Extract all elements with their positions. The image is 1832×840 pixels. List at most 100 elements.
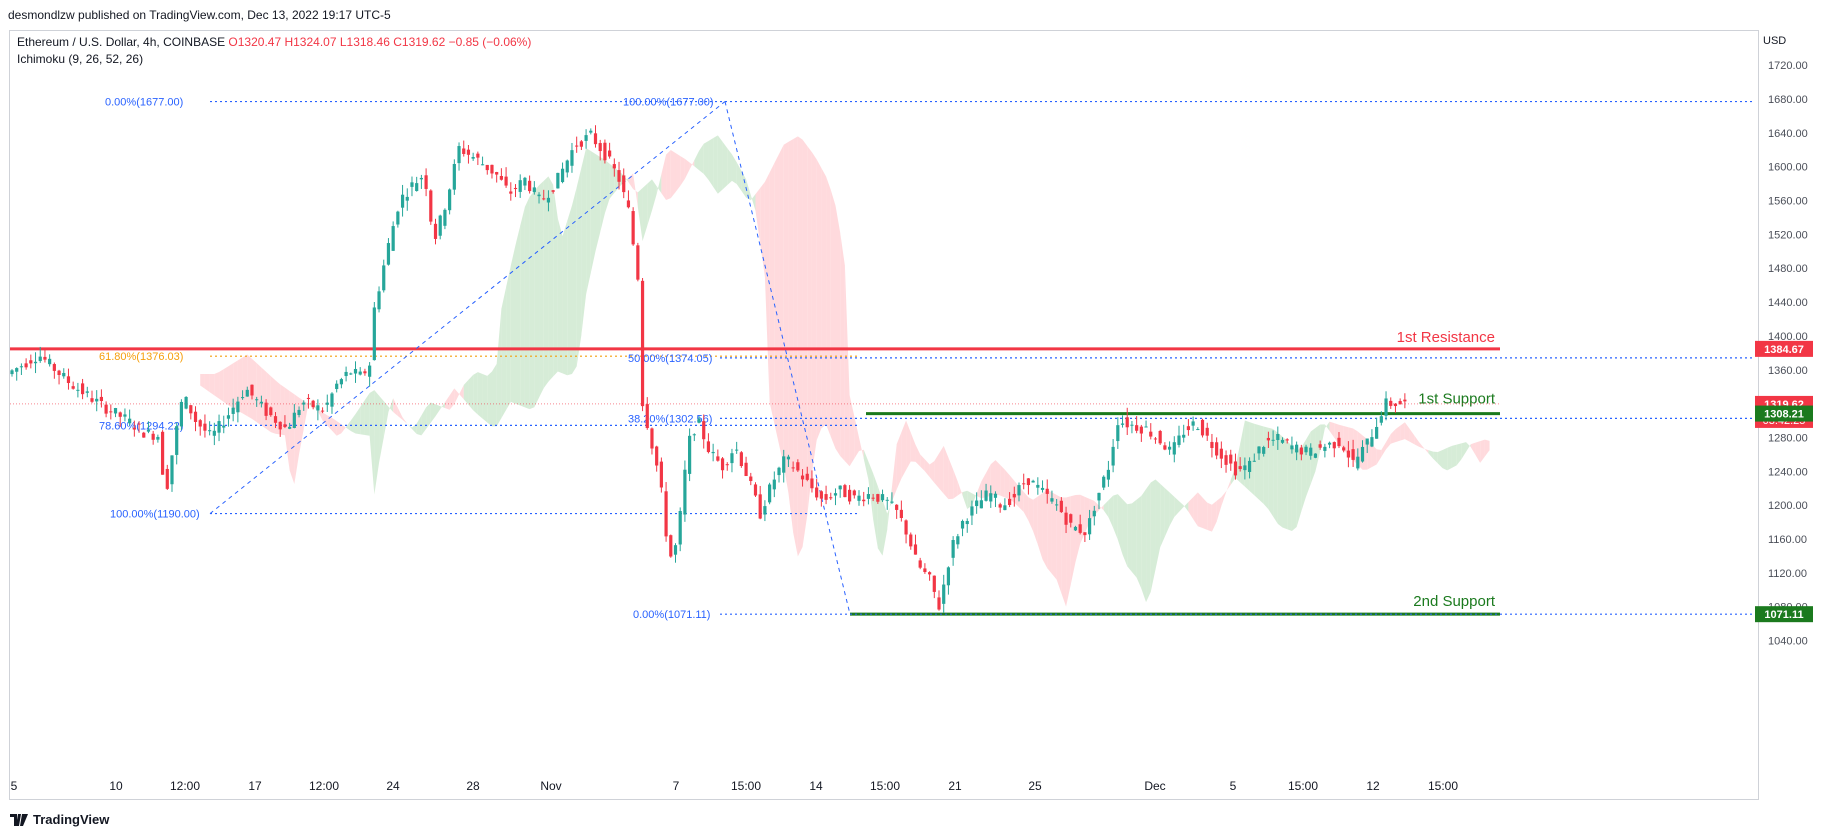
- candle-body: [10, 370, 14, 375]
- candle-body: [1167, 446, 1172, 450]
- cloud-segment: [1240, 420, 1245, 487]
- candle-body: [335, 383, 339, 390]
- candle-body: [255, 399, 259, 401]
- candle-body: [495, 172, 499, 175]
- candle-body: [1050, 498, 1054, 502]
- candle-body: [1205, 427, 1209, 436]
- candle-body: [19, 366, 24, 368]
- candle-body: [1022, 483, 1026, 485]
- cloud-segment: [868, 461, 874, 520]
- cloud-segment: [1447, 445, 1452, 471]
- cloud-segment: [289, 390, 295, 484]
- candle-body: [264, 402, 268, 416]
- candle-body: [960, 520, 965, 529]
- candle-body: [800, 475, 805, 480]
- cloud-segment: [1226, 479, 1231, 493]
- candle-body: [433, 223, 438, 239]
- cloud-segment: [1080, 494, 1085, 544]
- support-1-price-tag: 1308.21: [1764, 409, 1804, 421]
- candle-body: [1365, 438, 1369, 445]
- cloud-segment: [915, 444, 921, 467]
- cloud-segment: [379, 395, 384, 463]
- candle-body: [386, 243, 391, 265]
- cloud-segment: [1273, 428, 1278, 524]
- candle-body: [989, 493, 993, 502]
- cloud-segment: [741, 170, 747, 198]
- cloud-segment: [1277, 432, 1283, 528]
- cloud-segment: [233, 360, 238, 411]
- candle-body: [170, 455, 174, 485]
- cloud-segment: [760, 181, 765, 277]
- candle-body: [240, 397, 245, 399]
- cloud-segment: [793, 136, 798, 557]
- candle-body: [1182, 434, 1186, 438]
- candle-body: [518, 180, 522, 192]
- cloud-segment: [459, 384, 464, 400]
- candle-body: [565, 160, 569, 173]
- cloud-segment: [576, 167, 582, 367]
- indicator-legend[interactable]: Ichimoku (9, 26, 52, 26): [17, 52, 144, 66]
- cloud-segment: [910, 432, 916, 462]
- candle-body: [890, 501, 894, 503]
- time-tick: 24: [386, 779, 400, 793]
- candle-body: [438, 215, 442, 236]
- cloud-segment: [873, 473, 878, 549]
- candle-body: [415, 183, 419, 191]
- support-1-label: 1st Support: [1418, 391, 1496, 408]
- candle-body: [678, 511, 682, 545]
- candle-body: [1149, 431, 1153, 437]
- cloud-segment: [515, 225, 521, 406]
- cloud-segment: [374, 390, 380, 495]
- candle-body: [128, 418, 132, 424]
- cloud-segment: [779, 144, 784, 466]
- candle-body: [283, 424, 287, 428]
- cloud-segment: [557, 218, 563, 374]
- candle-body: [1026, 478, 1031, 486]
- support-1-price-tag-bg: [1755, 405, 1813, 422]
- cloud-segment: [411, 423, 417, 435]
- brand-name[interactable]: TradingView: [33, 812, 110, 827]
- candle-body: [400, 194, 405, 208]
- candle-body: [739, 452, 743, 467]
- candle-body: [824, 494, 828, 500]
- fib-right-label: 38.20%(1302.56): [628, 413, 712, 425]
- cloud-segment: [204, 373, 210, 393]
- candle-body: [1379, 416, 1383, 423]
- candle-body: [1266, 437, 1270, 441]
- candle-body: [932, 575, 936, 592]
- candle-body: [1059, 500, 1063, 513]
- candle-body: [306, 397, 311, 400]
- candle-body: [735, 449, 739, 451]
- cloud-segment: [699, 143, 704, 174]
- candle-body: [848, 489, 852, 502]
- cloud-segment: [1103, 500, 1109, 518]
- candle-body: [1247, 460, 1252, 472]
- candle-body: [979, 500, 983, 509]
- candle-body: [862, 499, 866, 502]
- cloud-segment: [322, 412, 328, 426]
- candle-body: [156, 436, 160, 440]
- candle-body: [344, 371, 348, 377]
- cloud-segment: [1004, 469, 1010, 500]
- cloud-segment: [586, 148, 591, 295]
- candle-body: [1238, 466, 1242, 470]
- candle-body: [160, 431, 165, 475]
- candle-body: [1224, 455, 1228, 465]
- price-tick: 1240.00: [1768, 466, 1808, 478]
- cloud-segment: [491, 363, 497, 427]
- cloud-segment: [906, 420, 911, 471]
- candle-body: [829, 497, 833, 499]
- time-axis: 5 10 12:00 17 12:00 24 28 Nov 7 15:00 14 15:00 21 25 D…: [11, 779, 1459, 793]
- candle-body: [697, 418, 701, 423]
- candle-body: [203, 423, 207, 431]
- candle-body: [937, 597, 941, 610]
- candle-body: [146, 429, 151, 432]
- candle-body: [664, 491, 668, 537]
- candle-body: [560, 168, 565, 183]
- candle-body: [791, 467, 795, 469]
- cloud-segment: [1207, 502, 1212, 532]
- candle-body: [857, 495, 861, 501]
- candle-body: [1092, 510, 1096, 517]
- fib-left-label: 78.60%(1294.22): [99, 420, 183, 432]
